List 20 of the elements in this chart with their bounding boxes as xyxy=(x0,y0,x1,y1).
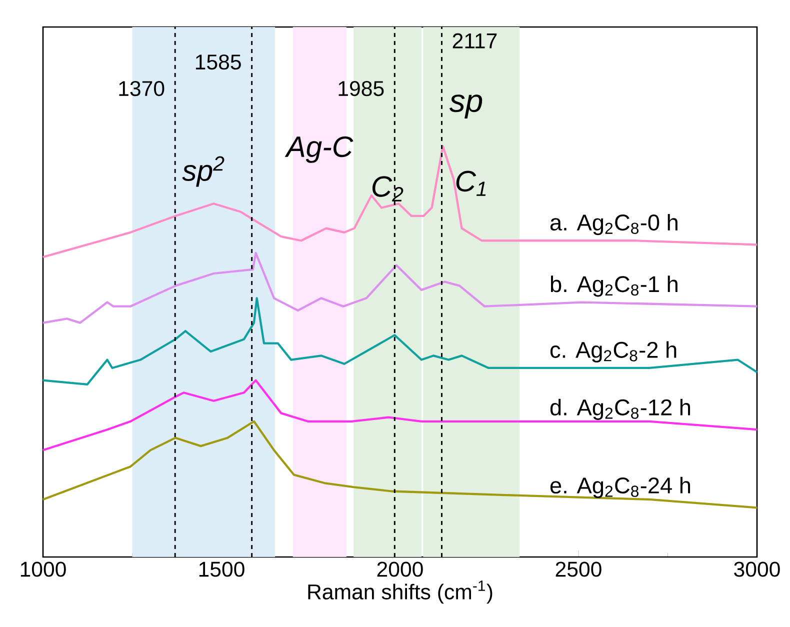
x-tick-label: 3000 xyxy=(734,562,780,577)
series-label: b. Ag$_{2}$C$_{8}$-1 h xyxy=(550,276,678,297)
x-tick-label: 1500 xyxy=(199,562,244,577)
series-label: e. Ag$_{2}$C$_{8}$-24 h xyxy=(550,476,690,498)
series-label: c. Ag$_{2}$C$_{8}$-2 h xyxy=(550,341,676,362)
band-label: sp$^{2}$ xyxy=(182,156,224,187)
band-label: C$_{1}$ xyxy=(456,170,486,196)
x-tick-label: 1000 xyxy=(20,562,66,577)
ref-line-label: 2117 xyxy=(452,33,497,48)
x-tick-label: 2500 xyxy=(556,562,602,577)
x-axis-title: Raman shifts (cm$^{-1}$) xyxy=(308,580,492,604)
band-label: Ag-C xyxy=(284,136,354,163)
series-label: d. Ag$_{2}$C$_{8}$-12 h xyxy=(550,398,690,420)
band-label: C$_{2}$ xyxy=(372,176,404,202)
ref-line-label: 1370 xyxy=(119,81,164,96)
series-label: a. Ag$_{2}$C$_{8}$-0 h xyxy=(550,214,678,236)
x-tick-label: 2000 xyxy=(377,562,423,577)
text: sp xyxy=(449,94,482,118)
ref-line-label: 1585 xyxy=(196,54,241,70)
ref-line-label: 1985 xyxy=(338,81,384,96)
